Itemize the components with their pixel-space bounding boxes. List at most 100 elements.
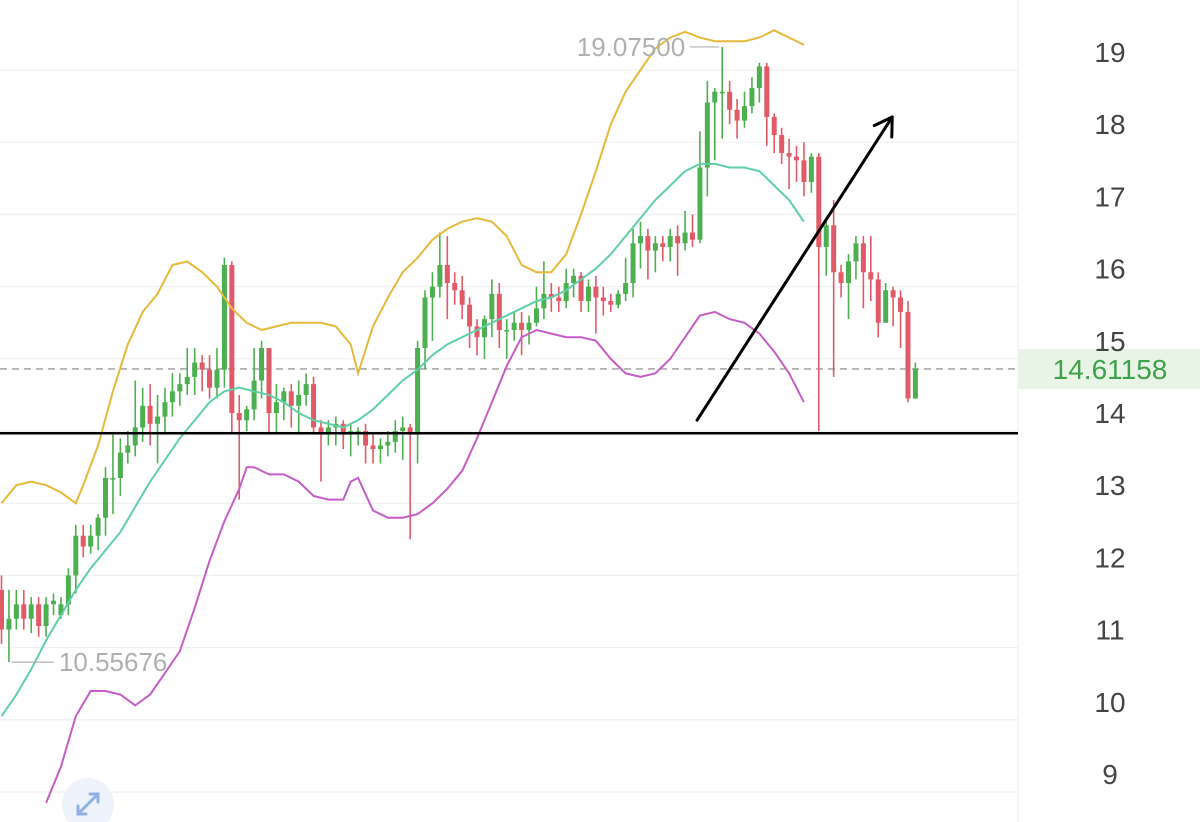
candle-body [697,167,703,240]
candle-body [325,427,331,435]
candle-body [207,369,213,388]
candle-body [452,283,458,291]
candle-body [199,362,205,370]
candle-body [541,293,547,309]
candle-body [489,293,495,320]
last-price-label: 14.61158 [1053,354,1168,385]
candle [229,261,235,435]
candle-body [169,391,175,403]
candle-body [742,106,747,121]
bollinger-upper-line [0,29,805,505]
candle-body [184,376,190,385]
candle [860,236,866,309]
candle-body [132,427,138,446]
candle [474,319,480,356]
candle-body [526,322,532,330]
candle [481,315,487,359]
y-tick-label: 13 [1094,470,1125,501]
candle-body [623,283,629,294]
candle [65,568,71,616]
candle-body [140,405,146,428]
y-tick-label: 18 [1094,109,1125,140]
candle-body [652,243,658,251]
candle-body [578,275,584,302]
candle-body [370,445,376,450]
candle-body [533,308,539,323]
candle [110,434,116,515]
candle-body [608,301,614,305]
candle-body [563,283,569,302]
candle-body [0,589,4,630]
candle [541,261,547,320]
candle-body [689,232,695,240]
arrow-head [872,115,894,139]
candle-body [846,261,852,284]
candle [318,420,324,482]
candle [823,218,829,276]
candle [125,431,131,464]
candle [786,138,792,190]
candle [132,380,138,457]
candle-body [474,326,480,338]
candle [890,286,896,327]
candle-body [912,368,918,399]
candle-body [281,391,287,403]
candle [831,200,837,377]
candle [816,153,822,432]
candle-body [162,402,168,417]
candle-body [823,225,829,247]
candle [147,384,153,446]
candle [296,380,302,435]
candle [43,597,49,637]
candle [689,214,695,247]
candle-body [318,427,324,435]
candle-body [585,286,591,302]
candle [571,268,577,298]
candle-body [192,362,198,377]
candle [526,315,532,345]
y-tick-label: 10 [1094,687,1125,718]
candle [697,131,703,244]
candle-body [73,535,79,576]
y-tick-label: 16 [1094,254,1125,285]
candle-body [377,445,383,450]
candle-body [422,297,428,349]
candle [311,376,317,435]
candle-body [177,384,183,392]
candle [288,384,294,428]
candle-body [794,156,800,161]
candle-body [125,445,131,453]
candle-body [764,66,770,117]
candle-body [630,243,636,284]
bollinger-middle-line [0,162,805,717]
candle [600,286,606,316]
candle [883,283,889,323]
candle-body [88,535,94,547]
candle-body [771,116,777,136]
candle [400,416,406,460]
candle-body [459,290,465,305]
candle-body [548,293,554,298]
candle-body [816,156,822,247]
price-axis: 9 10 11 12 13 14 15 16 17 18 19 [1094,37,1125,790]
candle [21,589,27,630]
candle-body [363,431,369,446]
expand-icon[interactable] [62,778,114,822]
candle-body [860,243,866,273]
candle [273,384,279,435]
candle [348,423,354,457]
candle [623,257,629,302]
candle [281,387,287,421]
candle [519,311,525,356]
candle [95,514,101,551]
candle [452,272,458,305]
candle [192,348,198,395]
candle [370,434,376,464]
candle [103,467,109,536]
candle-body [481,319,487,338]
price-grid [0,69,1018,793]
candle [363,423,369,464]
bollinger-bands [0,29,805,804]
candle [377,438,383,464]
